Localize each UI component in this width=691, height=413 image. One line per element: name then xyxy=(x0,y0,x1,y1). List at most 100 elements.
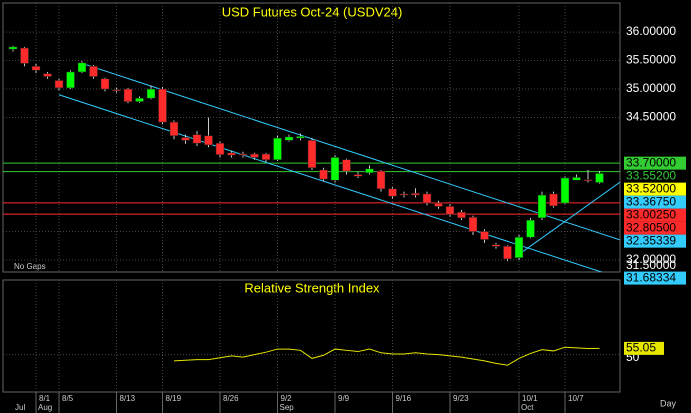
candle-body xyxy=(204,135,213,146)
candle-body xyxy=(31,66,41,71)
rsi-panel xyxy=(2,279,621,393)
candle-body xyxy=(20,47,29,64)
value-label-box xyxy=(624,195,686,209)
candle-body xyxy=(8,46,18,50)
candle-body xyxy=(514,236,524,259)
candle-body xyxy=(468,217,478,232)
price-panel xyxy=(2,2,621,273)
trend-line xyxy=(518,181,620,255)
rsi-label-box xyxy=(624,341,664,355)
candle-body xyxy=(238,153,248,156)
candle-body xyxy=(583,179,593,182)
value-label-box xyxy=(624,208,686,222)
value-label: 33.55200 xyxy=(626,168,676,182)
candle-body xyxy=(422,193,432,204)
value-label-box xyxy=(624,271,686,285)
candle-body xyxy=(330,157,340,181)
value-label-box xyxy=(624,234,686,248)
x-tick-label: 10/7 xyxy=(568,394,584,403)
x-tick-label: 9/2 xyxy=(281,394,293,403)
candle-body xyxy=(376,170,386,190)
y-tick-label: 35.50000 xyxy=(626,53,676,67)
trend-line xyxy=(58,94,604,272)
value-label: 32.80500 xyxy=(626,220,676,234)
x-tick-label: 8/26 xyxy=(223,394,239,403)
candle-body xyxy=(66,71,75,89)
candle-body xyxy=(572,177,581,181)
y-tick-label: 35.00000 xyxy=(626,81,676,95)
chart-title: USD Futures Oct-24 (USDV24) xyxy=(222,4,403,19)
candle-body xyxy=(261,153,271,160)
candle-body xyxy=(526,219,535,238)
candle-body xyxy=(181,137,190,141)
candle-body xyxy=(146,88,156,99)
candle-body xyxy=(273,137,282,160)
candle-body xyxy=(169,121,179,137)
candle-body xyxy=(457,211,466,219)
candle-body xyxy=(399,193,409,196)
month-label: Jul xyxy=(15,403,25,412)
candle-body xyxy=(537,194,547,219)
candle-body xyxy=(89,66,98,77)
candle-body xyxy=(215,142,225,155)
candle-body xyxy=(549,193,558,207)
candle-body xyxy=(54,80,64,89)
candle-body xyxy=(365,168,374,174)
candle-body xyxy=(307,140,317,168)
rsi-title: Relative Strength Index xyxy=(244,280,380,295)
candle-body xyxy=(227,152,236,156)
x-tick-label: 8/19 xyxy=(166,394,182,403)
x-tick-label: 9/23 xyxy=(453,394,469,403)
candle-body xyxy=(491,244,501,247)
value-label-box xyxy=(624,221,686,235)
month-label: Aug xyxy=(38,403,52,412)
candle-body xyxy=(480,231,489,240)
candle-body xyxy=(296,136,305,139)
candle-body xyxy=(353,174,363,177)
y-tick-label: 36.00000 xyxy=(626,24,676,38)
rsi-value-label: 55.05 xyxy=(626,341,656,355)
candle-body xyxy=(135,97,144,102)
value-label: 33.52000 xyxy=(626,181,676,195)
candle-body xyxy=(503,246,512,260)
value-label: 31.68334 xyxy=(626,270,676,284)
month-label: Sep xyxy=(280,403,295,412)
candle-body xyxy=(319,169,328,180)
x-tick-label: 8/1 xyxy=(39,394,51,403)
month-label: Oct xyxy=(521,403,534,412)
value-label: 33.00250 xyxy=(626,207,676,221)
candle-body xyxy=(560,177,570,204)
candle-body xyxy=(123,88,133,102)
value-label: 32.35339 xyxy=(626,233,676,247)
candle-body xyxy=(112,89,121,92)
y-tick-label: 32.00000 xyxy=(626,252,676,266)
x-tick-label: 8/5 xyxy=(62,394,74,403)
candle-body xyxy=(284,136,294,141)
candle-body xyxy=(411,193,420,196)
trend-line xyxy=(81,62,620,241)
x-tick-label: 10/1 xyxy=(522,394,538,403)
x-tick-label: 8/13 xyxy=(120,394,136,403)
value-label-box xyxy=(624,156,686,170)
candle-body xyxy=(250,153,259,158)
candle-body xyxy=(445,206,455,215)
period: Day xyxy=(660,398,677,408)
x-tick-label: 9/9 xyxy=(338,394,350,403)
candle-body xyxy=(77,62,87,73)
candle-body xyxy=(434,202,443,207)
y-tick-label: 31.50000 xyxy=(626,258,676,272)
candle-body xyxy=(43,73,52,77)
note: No Gaps xyxy=(14,262,46,271)
candle-body xyxy=(595,173,604,183)
candle-body xyxy=(342,159,351,172)
candle-body xyxy=(100,78,110,90)
candle-body xyxy=(192,134,202,144)
value-label-box xyxy=(624,182,686,196)
rsi-line xyxy=(173,346,600,366)
x-tick-label: 9/16 xyxy=(396,394,412,403)
y-tick-label: 34.50000 xyxy=(626,110,676,124)
candle-body xyxy=(388,188,397,197)
candle-body xyxy=(158,88,167,123)
